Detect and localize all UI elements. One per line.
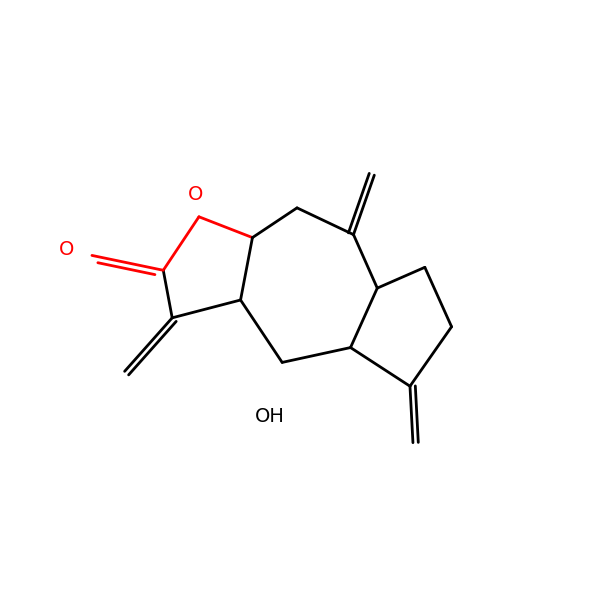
Text: O: O (59, 240, 74, 259)
Text: OH: OH (256, 407, 285, 426)
Text: O: O (188, 185, 203, 204)
